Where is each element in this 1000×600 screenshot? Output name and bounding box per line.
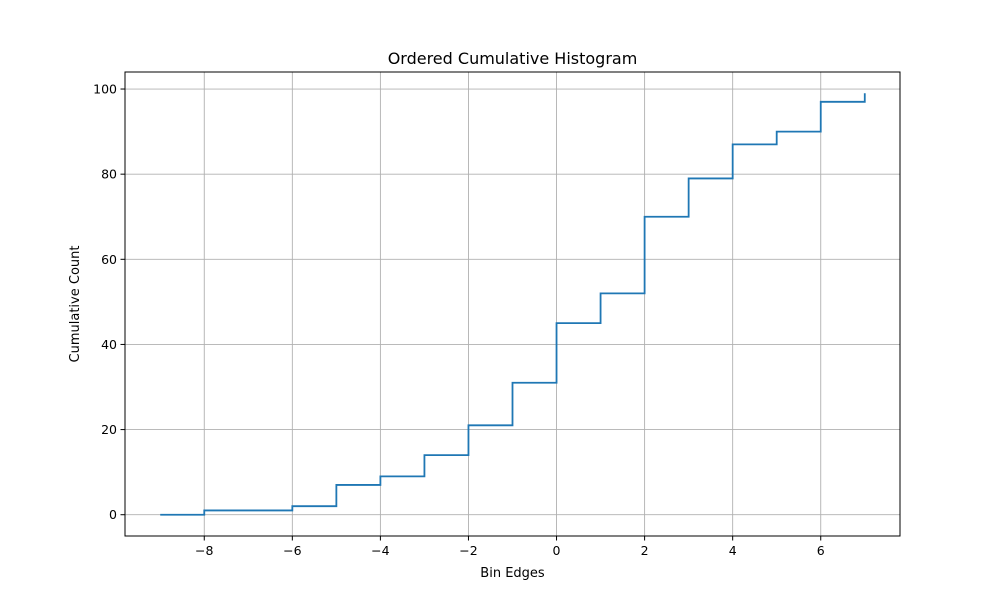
plot-area-frame bbox=[124, 71, 901, 537]
y-tick-label: 100 bbox=[93, 82, 117, 97]
y-tick-label: 40 bbox=[101, 337, 117, 352]
y-tick-label: 0 bbox=[109, 507, 117, 522]
cumulative-step-line bbox=[160, 93, 866, 516]
x-tick-label: −8 bbox=[195, 543, 213, 558]
x-axis-label: Bin Edges bbox=[480, 566, 545, 581]
x-tick-label: 6 bbox=[817, 543, 825, 558]
x-tick-label: −6 bbox=[283, 543, 301, 558]
y-tick-label: 20 bbox=[101, 422, 117, 437]
y-tick-label: 80 bbox=[101, 167, 117, 182]
series-layer bbox=[160, 93, 866, 516]
y-tick-label: 60 bbox=[101, 252, 117, 267]
chart-title: Ordered Cumulative Histogram bbox=[388, 49, 638, 68]
y-axis-ticks: 0 20 40 60 80 100 bbox=[93, 82, 125, 522]
x-tick-label: 2 bbox=[641, 543, 649, 558]
grid bbox=[125, 72, 900, 536]
x-tick-label: −4 bbox=[371, 543, 389, 558]
x-tick-label: −2 bbox=[459, 543, 477, 558]
x-axis-ticks: −8 −6 −4 −2 0 2 4 6 bbox=[195, 536, 825, 558]
x-tick-label: 4 bbox=[729, 543, 737, 558]
x-tick-label: 0 bbox=[553, 543, 561, 558]
y-axis-label: Cumulative Count bbox=[68, 246, 83, 363]
